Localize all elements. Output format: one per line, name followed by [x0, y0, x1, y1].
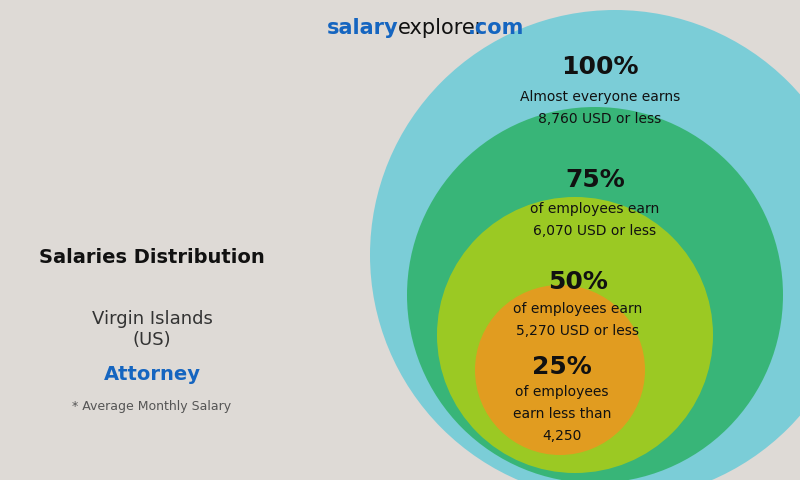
Text: .com: .com: [468, 18, 524, 38]
Text: earn less than: earn less than: [513, 407, 611, 421]
Text: Virgin Islands
(US): Virgin Islands (US): [91, 310, 213, 349]
Text: 4,250: 4,250: [542, 429, 582, 443]
Text: Attorney: Attorney: [103, 365, 201, 384]
Text: of employees: of employees: [515, 385, 609, 399]
Text: 50%: 50%: [548, 270, 608, 294]
Ellipse shape: [437, 197, 713, 473]
Ellipse shape: [407, 107, 783, 480]
Ellipse shape: [370, 10, 800, 480]
Text: 5,270 USD or less: 5,270 USD or less: [517, 324, 639, 338]
Text: Salaries Distribution: Salaries Distribution: [39, 248, 265, 267]
Text: 75%: 75%: [565, 168, 625, 192]
Text: 6,070 USD or less: 6,070 USD or less: [534, 224, 657, 238]
Text: explorer: explorer: [398, 18, 484, 38]
Text: salary: salary: [326, 18, 398, 38]
Text: * Average Monthly Salary: * Average Monthly Salary: [73, 400, 231, 413]
Ellipse shape: [475, 285, 645, 455]
Text: 8,760 USD or less: 8,760 USD or less: [538, 112, 662, 126]
Text: 100%: 100%: [562, 55, 638, 79]
Text: Almost everyone earns: Almost everyone earns: [520, 90, 680, 104]
Text: of employees earn: of employees earn: [514, 302, 642, 316]
Text: 25%: 25%: [532, 355, 592, 379]
Text: of employees earn: of employees earn: [530, 202, 660, 216]
